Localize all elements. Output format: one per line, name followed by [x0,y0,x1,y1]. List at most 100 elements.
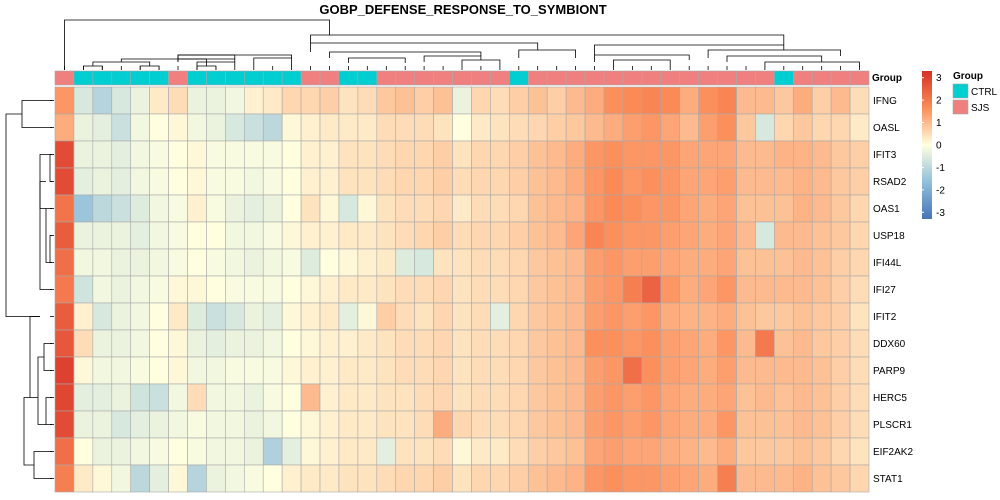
heatmap-cell [509,194,529,223]
heatmap-cell [225,302,245,331]
heatmap-cell [168,437,188,466]
heatmap-cell [300,356,321,385]
heatmap-cell [281,383,302,412]
column-dendrogram-branch [196,61,236,66]
heatmap-cell [774,410,794,439]
heatmap-cell [92,356,113,385]
heatmap-cell [811,167,832,196]
heatmap-cell [717,356,737,385]
heatmap-cell [111,356,132,385]
heatmap-cell [641,464,662,493]
heatmap-cell [641,221,662,250]
heatmap-cell [187,248,207,277]
heatmap-cell [376,329,397,358]
column-dendrogram [64,19,860,70]
heatmap-cell [92,464,113,493]
heatmap-cell [584,329,605,358]
heatmap-cell [73,140,94,169]
heatmap-cell [130,140,150,169]
heatmap-cell [338,329,359,358]
column-dendrogram-branch [310,34,785,45]
heatmap-cell [490,383,510,412]
heatmap-cell [641,167,662,196]
heatmap-cell [395,167,415,196]
heatmap-cell [357,383,378,412]
heatmap-cell [452,302,472,331]
row-label: HERC5 [873,393,907,404]
heatmap-cell [830,167,851,196]
heatmap-cell [717,410,737,439]
heatmap-cell [187,329,207,358]
heatmap-cell [527,140,548,169]
heatmap-cell [830,140,851,169]
heatmap-cell [111,275,132,304]
column-dendrogram-branch [594,54,690,62]
heatmap-cell [546,194,567,223]
heatmap-cell [565,356,586,385]
heatmap-cell [811,221,832,250]
heatmap-cell [281,248,302,277]
heatmap-cell [338,383,359,412]
heatmap-cell [206,464,226,493]
heatmap-cell [490,167,510,196]
heatmap-cell [830,275,851,304]
heatmap-cell [584,275,605,304]
heatmap-cell [755,329,775,358]
heatmap-cell [830,248,851,277]
heatmap-cell [395,221,415,250]
heatmap-cell [509,410,529,439]
heatmap-cell [792,464,813,493]
heatmap-cell [509,302,529,331]
heatmap-cell [357,410,378,439]
column-dendrogram-branch [329,51,482,58]
heatmap-cell [149,113,169,142]
heatmap-cell [300,329,321,358]
heatmap-cell [206,329,226,358]
heatmap-cell [225,329,245,358]
heatmap-cell [187,383,207,412]
heatmap-cell [187,194,207,223]
heatmap-cell [471,437,491,466]
heatmap-cell [168,410,188,439]
heatmap-cell [546,248,567,277]
heatmap-cell [849,167,870,196]
heatmap-cell [509,383,529,412]
column-dendrogram-branch [461,59,501,66]
heatmap-cell [736,302,756,331]
heatmap-cell [603,329,624,358]
heatmap-cell [603,140,624,169]
heatmap-cell [698,329,718,358]
heatmap-cell [225,410,245,439]
heatmap-cell [471,221,491,250]
heatmap-cell [603,383,624,412]
heatmap-cell [244,140,264,169]
heatmap-cell [755,86,775,115]
heatmap-cell [717,437,737,466]
heatmap-cell [527,356,548,385]
row-label: OASL [873,123,900,134]
heatmap-cell [130,410,150,439]
heatmap-cell [92,329,113,358]
column-dendrogram-branch [196,65,217,70]
row-dendrogram-branch [29,316,40,398]
heatmap-cell [244,410,264,439]
row-dendrogram-branch [5,113,40,317]
heatmap-cell [149,410,169,439]
annotation-cell [603,70,624,86]
heatmap-cell [414,464,434,493]
annotation-cell [73,70,94,86]
annotation-cell [471,70,491,86]
heatmap-cell [622,221,643,250]
heatmap-cell [262,86,283,115]
heatmap-cell [414,437,434,466]
heatmap-cell [73,383,94,412]
heatmap-cell [395,383,415,412]
annotation-cell [546,70,567,86]
heatmap-cell [433,410,453,439]
heatmap-cell [792,86,813,115]
heatmap-cell [225,194,245,223]
annotation-cell [792,70,813,86]
heatmap-cell [660,248,681,277]
heatmap-cell [849,248,870,277]
heatmap-cell [244,86,264,115]
